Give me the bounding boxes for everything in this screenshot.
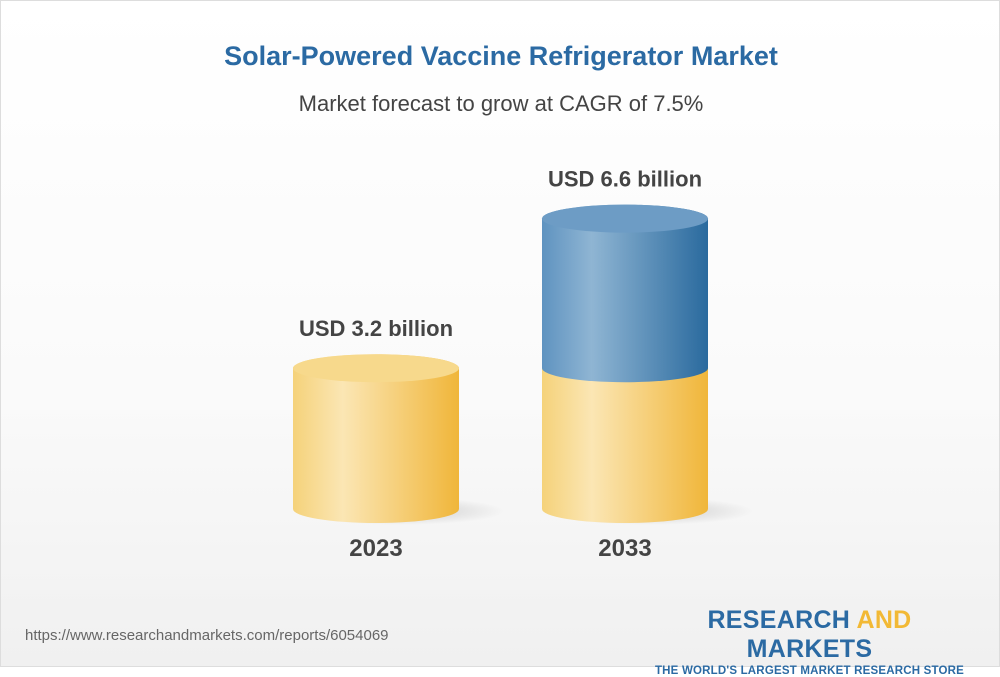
cylinder-top-2033 [542,204,708,233]
research-and-markets-logo: RESEARCH AND MARKETS THE WORLD'S LARGEST… [654,606,965,677]
chart-title: Solar-Powered Vaccine Refrigerator Marke… [224,41,778,71]
cylinder-chart: USD 3.2 billion USD 6.6 billion 2023 203… [293,167,753,562]
data-label-2023: USD 3.2 billion [299,316,453,341]
cylinder-top-2023 [293,354,459,383]
cylinder-base-2033 [542,354,708,523]
data-label-2033: USD 6.6 billion [548,167,702,192]
cylinder-growth-2033 [542,204,708,383]
chart-subtitle: Market forecast to grow at CAGR of 7.5% [298,91,704,116]
report-url[interactable]: https://www.researchandmarkets.com/repor… [25,627,389,644]
category-label-2023: 2023 [349,535,402,562]
cylinder-base-2023 [293,354,459,523]
category-label-2033: 2033 [598,535,651,562]
